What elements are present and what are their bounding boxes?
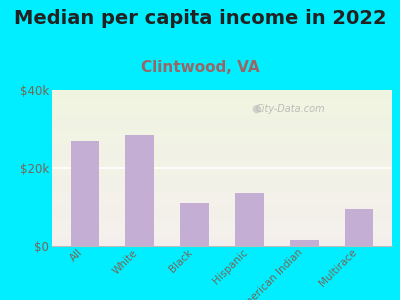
Text: Median per capita income in 2022: Median per capita income in 2022 [14,9,386,28]
Bar [180,203,209,246]
Bar [126,135,154,246]
Text: ●: ● [251,104,261,114]
Text: Clintwood, VA: Clintwood, VA [141,60,259,75]
Bar [290,240,318,246]
Bar [235,193,264,246]
Bar [345,209,373,246]
Bar [71,141,99,246]
Text: City-Data.com: City-Data.com [255,104,325,114]
